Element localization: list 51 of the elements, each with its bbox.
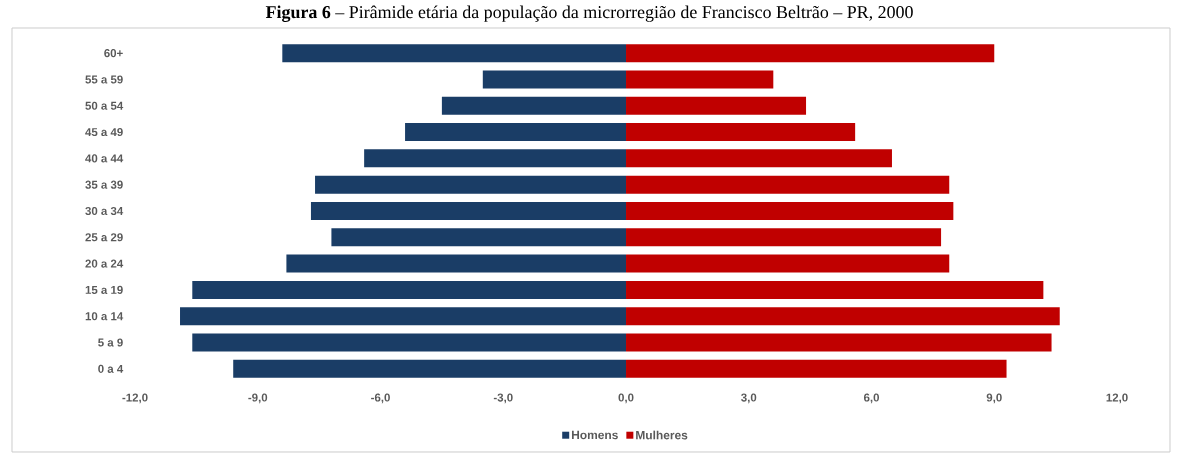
x-tick-label: -6,0 — [371, 393, 390, 404]
chart-title: Figura 6 – Pirâmide etária da população da microrregião de Francisco Beltrão – PR, 2000 — [265, 5, 913, 22]
bar — [315, 175, 627, 194]
x-tick-label: 0,0 — [618, 393, 634, 404]
y-tick-label: 25 a 29 — [85, 233, 123, 242]
bar — [180, 307, 627, 326]
bar — [405, 123, 627, 142]
bar — [192, 280, 627, 299]
y-tick-label: 45 a 49 — [85, 128, 123, 137]
y-tick-label: 15 a 19 — [85, 285, 123, 294]
x-tick-label: 9,0 — [986, 393, 1002, 404]
legend-label: Mulheres — [636, 430, 688, 440]
bar — [626, 307, 1060, 326]
bar — [192, 333, 627, 352]
bar — [233, 359, 627, 378]
x-tick-label: -9,0 — [248, 393, 268, 404]
x-tick-label: 12,0 — [1106, 393, 1128, 404]
y-tick-label: 20 a 24 — [85, 259, 124, 268]
y-tick-label: 55 a 59 — [85, 75, 123, 84]
y-tick-label: 60+ — [104, 49, 123, 58]
bar — [626, 201, 954, 220]
bar — [482, 70, 627, 89]
bar — [626, 123, 856, 142]
bar — [441, 96, 627, 115]
bar — [626, 280, 1044, 299]
bar — [282, 44, 627, 63]
bar — [286, 254, 627, 273]
bar — [331, 228, 627, 247]
x-tick-label: 6,0 — [863, 393, 880, 404]
y-tick-label: 35 a 39 — [85, 180, 123, 189]
y-tick-label: 30 a 34 — [85, 206, 124, 216]
bar — [626, 175, 950, 194]
bar — [626, 254, 950, 273]
bar — [626, 70, 774, 89]
bar — [626, 149, 892, 168]
legend-label: Homens — [571, 430, 618, 440]
bar — [626, 44, 995, 63]
y-tick-label: 5 a 9 — [98, 338, 123, 347]
bar — [626, 96, 807, 115]
bar — [626, 359, 1007, 378]
bar — [626, 228, 942, 247]
y-tick-label: 10 a 14 — [85, 312, 124, 321]
y-tick-label: 40 a 44 — [85, 154, 124, 163]
bar — [626, 333, 1052, 352]
y-tick-label: 50 a 54 — [85, 101, 124, 110]
bar — [364, 149, 627, 168]
x-tick-label: -12,0 — [122, 393, 148, 404]
x-tick-label: -3,0 — [493, 393, 513, 404]
y-tick-label: 0 a 4 — [98, 364, 124, 373]
x-tick-label: 3,0 — [741, 393, 757, 404]
bar — [310, 201, 627, 220]
